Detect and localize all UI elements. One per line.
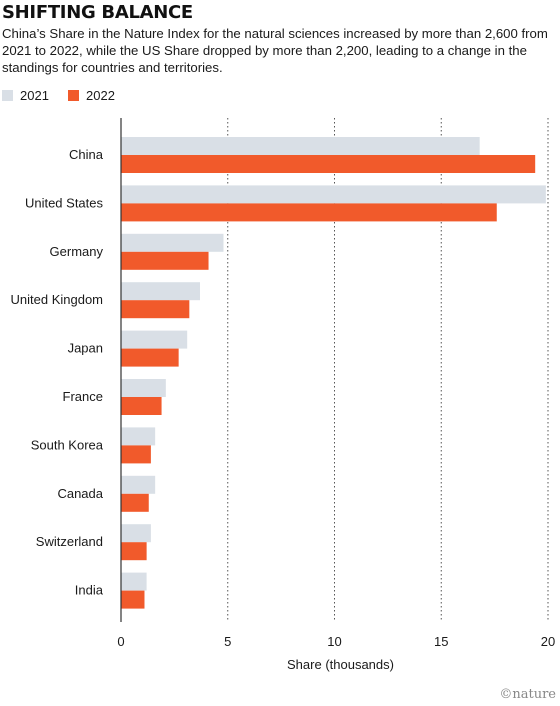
bar-south-korea-2021 bbox=[121, 427, 156, 446]
category-label-china: China bbox=[69, 147, 104, 162]
bar-chart: 0 5 10 15 20 China United States Germany United … bbox=[11, 118, 555, 672]
bar-united-kingdom-2022 bbox=[121, 300, 190, 319]
x-tick-label-10: 10 bbox=[327, 634, 341, 649]
chart-title: SHIFTING BALANCE bbox=[2, 2, 193, 23]
legend-label-2021: 2021 bbox=[20, 88, 49, 103]
bar-india-2022 bbox=[121, 590, 145, 609]
bar-china-2022 bbox=[121, 155, 536, 173]
bar-canada-2022 bbox=[121, 493, 149, 512]
bar-south-korea-2022 bbox=[121, 445, 151, 464]
bar-united-states-2021 bbox=[121, 185, 546, 204]
bar-japan-2021 bbox=[121, 330, 188, 349]
category-label-japan: Japan bbox=[68, 341, 103, 356]
legend-label-2022: 2022 bbox=[86, 88, 115, 103]
bar-switzerland-2022 bbox=[121, 542, 147, 561]
x-tick-label-0: 0 bbox=[117, 634, 124, 649]
x-tick-label-20: 20 bbox=[541, 634, 555, 649]
category-label-germany: Germany bbox=[50, 244, 104, 259]
legend-swatch-2021 bbox=[2, 90, 13, 101]
x-tick-label-15: 15 bbox=[434, 634, 448, 649]
category-label-united-kingdom: United Kingdom bbox=[11, 292, 104, 307]
bar-united-states-2022 bbox=[121, 203, 497, 222]
bar-france-2021 bbox=[121, 379, 166, 397]
x-tick-label-5: 5 bbox=[224, 634, 231, 649]
legend-swatch-2022 bbox=[68, 90, 79, 101]
chart-subtitle: China’s Share in the Nature Index for th… bbox=[2, 26, 548, 75]
category-label-india: India bbox=[75, 583, 104, 598]
bar-canada-2021 bbox=[121, 475, 156, 494]
bar-united-kingdom-2021 bbox=[121, 282, 200, 301]
nature-watermark: ©nature bbox=[499, 687, 556, 702]
bar-india-2021 bbox=[121, 572, 147, 591]
category-label-switzerland: Switzerland bbox=[36, 534, 103, 549]
category-label-south-korea: South Korea bbox=[31, 437, 104, 452]
category-label-france: France bbox=[63, 389, 103, 404]
category-label-canada: Canada bbox=[57, 486, 103, 501]
bar-germany-2021 bbox=[121, 233, 224, 252]
category-label-united-states: United States bbox=[25, 195, 104, 210]
bar-germany-2022 bbox=[121, 251, 209, 270]
bar-japan-2022 bbox=[121, 348, 179, 367]
bar-france-2022 bbox=[121, 397, 162, 415]
x-axis-title: Share (thousands) bbox=[287, 657, 394, 672]
bar-switzerland-2021 bbox=[121, 524, 151, 543]
bar-china-2021 bbox=[121, 137, 480, 155]
